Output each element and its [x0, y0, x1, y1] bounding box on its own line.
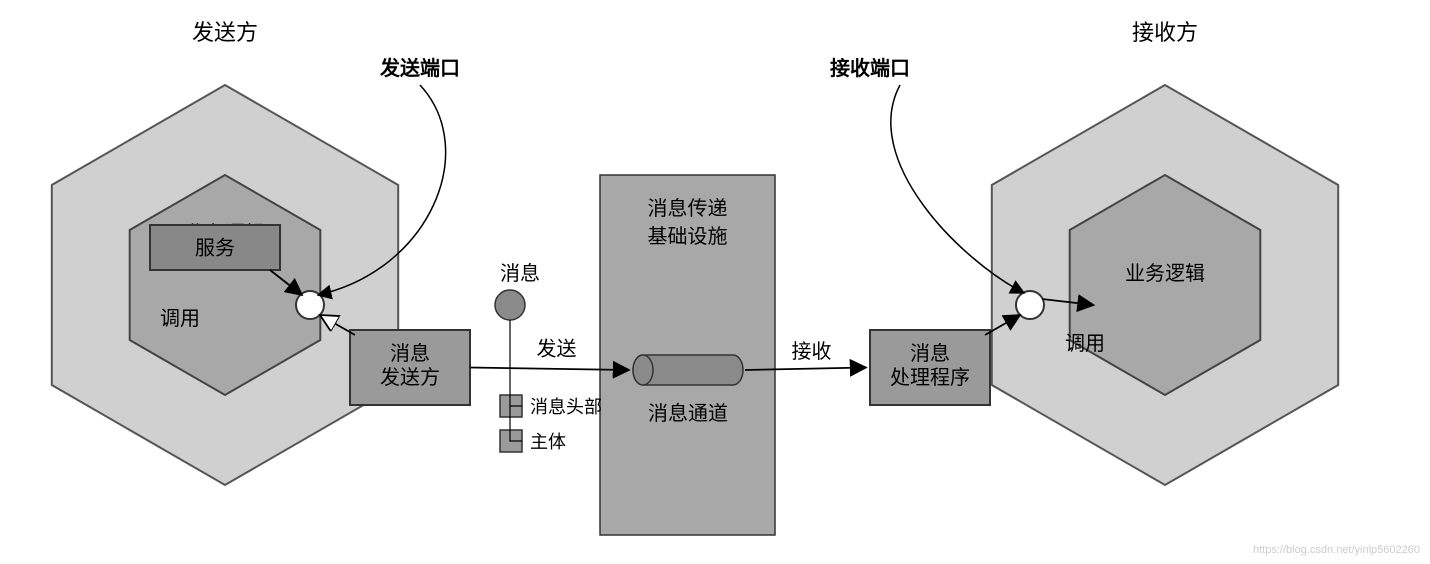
receive-label: 接收 [792, 340, 832, 363]
message-icon [495, 290, 525, 320]
receiver-title: 接收方 [1132, 20, 1198, 45]
legend-header-label: 消息头部 [530, 397, 602, 417]
sender-invoke-label: 调用 [160, 307, 200, 330]
send-port-label: 发送端口 [379, 56, 460, 80]
service-label: 服务 [195, 237, 235, 260]
receiver-invoke-label: 调用 [1065, 332, 1105, 355]
legend-body-label: 主体 [530, 432, 566, 452]
cylinder-cap [633, 355, 653, 385]
infra-label-2: 基础设施 [648, 225, 728, 248]
infra-label-1: 消息传递 [648, 197, 728, 220]
channel-label: 消息通道 [648, 402, 728, 425]
recv-port-label: 接收端口 [830, 56, 910, 80]
recv-port [1016, 291, 1044, 319]
legend-connector-1 [510, 320, 522, 406]
receiver-biz-logic-label: 业务逻辑 [1125, 262, 1205, 285]
send-label: 发送 [537, 338, 577, 361]
sender-title: 发送方 [192, 20, 258, 45]
watermark: https://blog.csdn.net/yinlp5602260 [1253, 544, 1420, 556]
message-label: 消息 [500, 262, 540, 285]
